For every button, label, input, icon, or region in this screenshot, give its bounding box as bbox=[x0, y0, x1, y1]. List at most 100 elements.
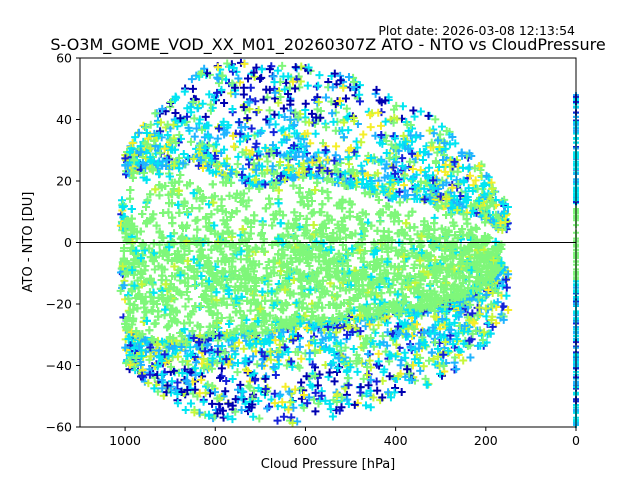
data-point bbox=[463, 341, 472, 350]
data-point bbox=[190, 408, 199, 417]
data-point bbox=[321, 93, 330, 102]
data-point bbox=[390, 388, 399, 397]
data-point bbox=[199, 354, 208, 363]
data-point bbox=[353, 367, 362, 376]
data-point bbox=[213, 134, 222, 143]
data-point bbox=[190, 364, 199, 373]
plot-date: Plot date: 2026-03-08 12:13:54 bbox=[378, 23, 575, 38]
data-point bbox=[437, 122, 446, 131]
data-point bbox=[270, 110, 279, 119]
data-point bbox=[183, 386, 192, 395]
data-point bbox=[416, 107, 425, 116]
data-point bbox=[381, 164, 390, 173]
data-point bbox=[290, 120, 299, 129]
data-point bbox=[212, 147, 221, 156]
data-point bbox=[438, 314, 447, 323]
data-point bbox=[313, 105, 322, 114]
data-point bbox=[416, 166, 425, 175]
data-point bbox=[265, 106, 274, 115]
data-point bbox=[436, 130, 445, 139]
data-point bbox=[277, 126, 286, 135]
data-point bbox=[341, 343, 350, 352]
data-point bbox=[255, 74, 264, 83]
data-point bbox=[499, 199, 508, 208]
data-point bbox=[303, 81, 312, 90]
data-point bbox=[239, 83, 248, 92]
data-point bbox=[405, 157, 414, 166]
data-point bbox=[258, 169, 267, 178]
data-point bbox=[326, 405, 335, 414]
data-point bbox=[284, 405, 293, 414]
data-point bbox=[171, 108, 180, 117]
data-point bbox=[401, 372, 410, 381]
data-point bbox=[475, 162, 484, 171]
data-point bbox=[366, 403, 375, 412]
data-point bbox=[431, 115, 440, 124]
data-point bbox=[342, 104, 351, 113]
data-point bbox=[131, 133, 140, 142]
data-point bbox=[422, 380, 431, 389]
data-point bbox=[332, 160, 341, 169]
data-point bbox=[422, 142, 431, 151]
data-point bbox=[294, 148, 303, 157]
data-point bbox=[249, 412, 258, 421]
data-point bbox=[219, 413, 228, 422]
data-point bbox=[357, 138, 366, 147]
data-point bbox=[273, 66, 282, 75]
data-point bbox=[397, 388, 406, 397]
data-point bbox=[452, 365, 461, 374]
data-point bbox=[343, 374, 352, 383]
data-point bbox=[167, 377, 176, 386]
data-point bbox=[398, 161, 407, 170]
data-point bbox=[365, 356, 374, 365]
data-point bbox=[278, 61, 287, 70]
data-point bbox=[287, 413, 296, 422]
data-point bbox=[323, 155, 332, 164]
data-point bbox=[344, 126, 353, 135]
data-point bbox=[331, 126, 340, 135]
data-point bbox=[209, 414, 218, 423]
data-point bbox=[182, 112, 191, 121]
data-point bbox=[292, 64, 301, 73]
data-point bbox=[433, 344, 442, 353]
data-point bbox=[366, 375, 375, 384]
data-point bbox=[288, 362, 297, 371]
data-point bbox=[410, 112, 419, 121]
data-point bbox=[190, 132, 199, 141]
data-point bbox=[239, 344, 248, 353]
data-point bbox=[406, 342, 415, 351]
data-point bbox=[343, 395, 352, 404]
data-point bbox=[228, 415, 237, 424]
data-point bbox=[235, 338, 244, 347]
data-point bbox=[255, 414, 264, 423]
data-point bbox=[341, 94, 350, 103]
data-point bbox=[217, 364, 226, 373]
data-point bbox=[315, 71, 324, 80]
data-point bbox=[236, 380, 245, 389]
data-point bbox=[297, 378, 306, 387]
data-point bbox=[361, 322, 370, 331]
data-point bbox=[355, 97, 364, 106]
data-point bbox=[235, 78, 244, 87]
data-point bbox=[330, 377, 339, 386]
data-point bbox=[502, 291, 511, 300]
data-point bbox=[374, 357, 383, 366]
data-point bbox=[332, 342, 341, 351]
data-point bbox=[372, 85, 381, 94]
data-point bbox=[275, 392, 284, 401]
data-point bbox=[173, 399, 182, 408]
data-point bbox=[224, 121, 233, 130]
data-point bbox=[228, 104, 237, 113]
data-point bbox=[373, 386, 382, 395]
data-point bbox=[261, 143, 270, 152]
data-point bbox=[187, 108, 196, 117]
data-point bbox=[328, 412, 337, 421]
data-point bbox=[295, 83, 304, 92]
data-point bbox=[398, 154, 407, 163]
data-point bbox=[280, 113, 289, 122]
data-point bbox=[422, 342, 431, 351]
data-point bbox=[387, 162, 396, 171]
data-point bbox=[302, 142, 311, 151]
data-point bbox=[364, 381, 373, 390]
